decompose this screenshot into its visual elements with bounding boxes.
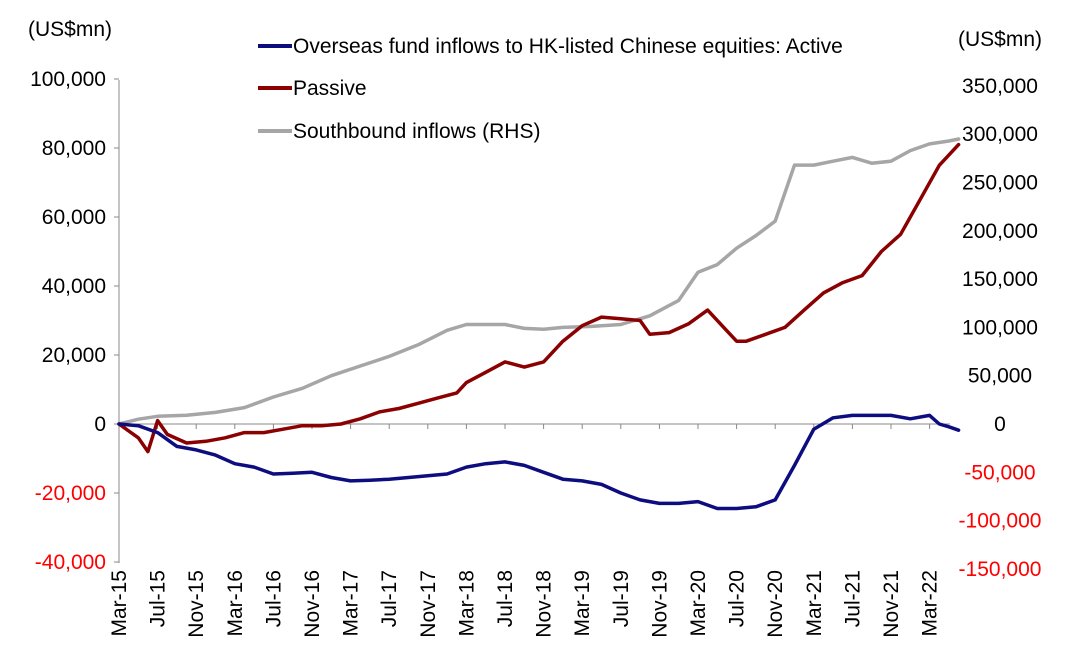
x-tick-label: Mar-18 [455,570,478,637]
x-tick-label: Mar-21 [803,570,826,637]
legend-label-passive: Passive [293,77,367,100]
x-tick-label: Jul-19 [610,570,633,627]
legend-entry-active: Overseas fund inflows to HK-listed Chine… [258,35,843,58]
right-axis: 350,000 300,000 250,000 200,000 150,000 100,0… [959,75,1042,581]
left-tick-label: -20,000 [35,482,106,505]
x-tick-label: Mar-20 [687,570,710,637]
left-axis: 100,000 80,000 60,000 40,000 20,000 0 -20,000 -… [30,68,120,574]
right-unit-label: (US$mn) [958,28,1042,51]
left-tick-label: 80,000 [42,137,106,160]
legend-entry-southbound: Southbound inflows (RHS) [258,120,540,143]
x-axis: Mar-15 Jul-15 Nov-15 Mar-16 Jul-16 Nov-16 Mar-… [108,423,950,638]
left-tick-label: 40,000 [42,275,106,298]
x-tick-label: Nov-21 [880,570,903,638]
series-passive-line [117,142,961,454]
legend-label-active: Overseas fund inflows to HK-listed Chine… [293,35,843,58]
series-layer [117,137,961,511]
right-tick-label: -50,000 [964,461,1035,484]
left-tick-label: 100,000 [30,68,106,91]
x-tick-label: Mar-17 [340,570,363,637]
x-tick-label: Nov-15 [185,570,208,638]
right-tick-label: -150,000 [959,558,1042,581]
left-unit-label: (US$mn) [28,18,112,41]
right-tick-label: 50,000 [968,365,1032,388]
x-tick-label: Jul-16 [262,570,285,627]
x-tick-label: Jul-21 [841,570,864,627]
x-tick-label: Nov-19 [648,570,671,638]
right-tick-label: 300,000 [962,123,1038,146]
series-active-line [117,413,961,511]
x-tick-label: Jul-20 [726,570,749,627]
x-tick-label: Jul-17 [378,570,401,627]
x-tick-label: Jul-18 [494,570,517,627]
x-tick-label: Mar-15 [108,570,131,637]
x-tick-label: Nov-17 [417,570,440,638]
x-tick-label: Mar-19 [571,570,594,637]
x-tick-label: Mar-22 [919,570,942,637]
x-tick-label: Nov-18 [533,570,556,638]
x-tick-label: Mar-16 [224,570,247,637]
legend: Overseas fund inflows to HK-listed Chine… [258,35,843,143]
right-tick-label: -100,000 [959,510,1042,533]
right-tick-label: 150,000 [962,268,1038,291]
right-tick-label: 200,000 [962,220,1038,243]
right-tick-label: 100,000 [962,316,1038,339]
series-southbound-line [117,137,961,426]
left-tick-label: -40,000 [35,551,106,574]
legend-label-southbound: Southbound inflows (RHS) [293,120,540,143]
legend-entry-passive: Passive [258,77,367,100]
right-tick-label: 350,000 [962,75,1038,98]
right-tick-label: 0 [994,413,1006,436]
right-tick-label: 250,000 [962,172,1038,195]
x-tick-label: Jul-15 [147,570,170,627]
x-tick-label: Nov-20 [764,570,787,638]
left-tick-label: 20,000 [42,344,106,367]
left-tick-label: 60,000 [42,206,106,229]
left-tick-label: 0 [94,413,106,436]
x-tick-label: Nov-16 [301,570,324,638]
